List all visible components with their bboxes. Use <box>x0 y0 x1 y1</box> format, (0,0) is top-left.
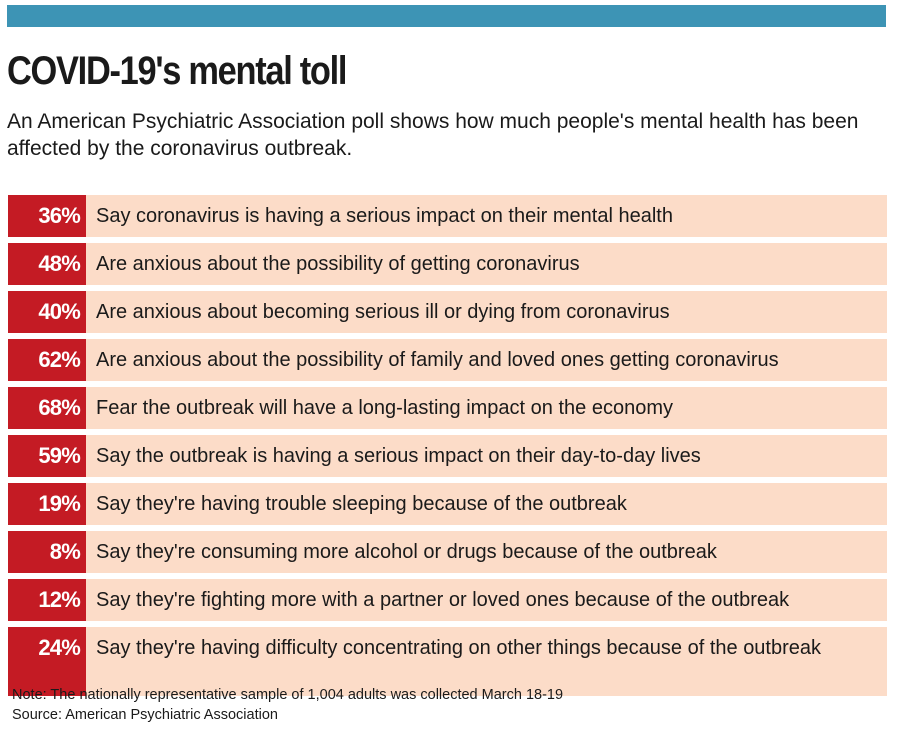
label-cell: Are anxious about the possibility of get… <box>86 243 887 285</box>
percent-cell: 40% <box>8 291 86 333</box>
header-accent-bar <box>7 5 886 27</box>
percent-cell: 12% <box>8 579 86 621</box>
label-cell: Say coronavirus is having a serious impa… <box>86 195 887 237</box>
table-row: 68% Fear the outbreak will have a long-la… <box>8 387 887 429</box>
table-row: 36% Say coronavirus is having a serious i… <box>8 195 887 237</box>
percent-cell: 36% <box>8 195 86 237</box>
poll-results-table: 36% Say coronavirus is having a serious i… <box>8 195 887 696</box>
percent-cell: 59% <box>8 435 86 477</box>
percent-cell: 68% <box>8 387 86 429</box>
footer-source: Source: American Psychiatric Association <box>12 707 278 723</box>
percent-cell: 24% <box>8 627 86 696</box>
percent-cell: 48% <box>8 243 86 285</box>
percent-cell: 8% <box>8 531 86 573</box>
label-cell: Fear the outbreak will have a long-lasti… <box>86 387 887 429</box>
chart-title: COVID-19's mental toll <box>7 49 347 93</box>
percent-cell: 62% <box>8 339 86 381</box>
table-row: 59% Say the outbreak is having a serious … <box>8 435 887 477</box>
label-cell: Say they're having trouble sleeping beca… <box>86 483 887 525</box>
table-row: 24% Say they're having difficulty concent… <box>8 627 887 696</box>
footer: Note: The nationally representative samp… <box>12 685 563 725</box>
label-cell: Are anxious about becoming serious ill o… <box>86 291 887 333</box>
label-cell: Say the outbreak is having a serious imp… <box>86 435 887 477</box>
chart-subtitle: An American Psychiatric Association poll… <box>7 110 859 160</box>
table-row: 8% Say they're consuming more alcohol or … <box>8 531 887 573</box>
table-row: 48% Are anxious about the possibility of … <box>8 243 887 285</box>
label-cell: Say they're having difficulty concentrat… <box>86 627 887 696</box>
table-row: 12% Say they're fighting more with a part… <box>8 579 887 621</box>
label-cell: Are anxious about the possibility of fam… <box>86 339 887 381</box>
percent-cell: 19% <box>8 483 86 525</box>
label-cell: Say they're fighting more with a partner… <box>86 579 887 621</box>
table-row: 40% Are anxious about becoming serious il… <box>8 291 887 333</box>
footer-note: Note: The nationally representative samp… <box>12 687 564 703</box>
table-row: 62% Are anxious about the possibility of … <box>8 339 887 381</box>
label-cell: Say they're consuming more alcohol or dr… <box>86 531 887 573</box>
table-row: 19% Say they're having trouble sleeping b… <box>8 483 887 525</box>
